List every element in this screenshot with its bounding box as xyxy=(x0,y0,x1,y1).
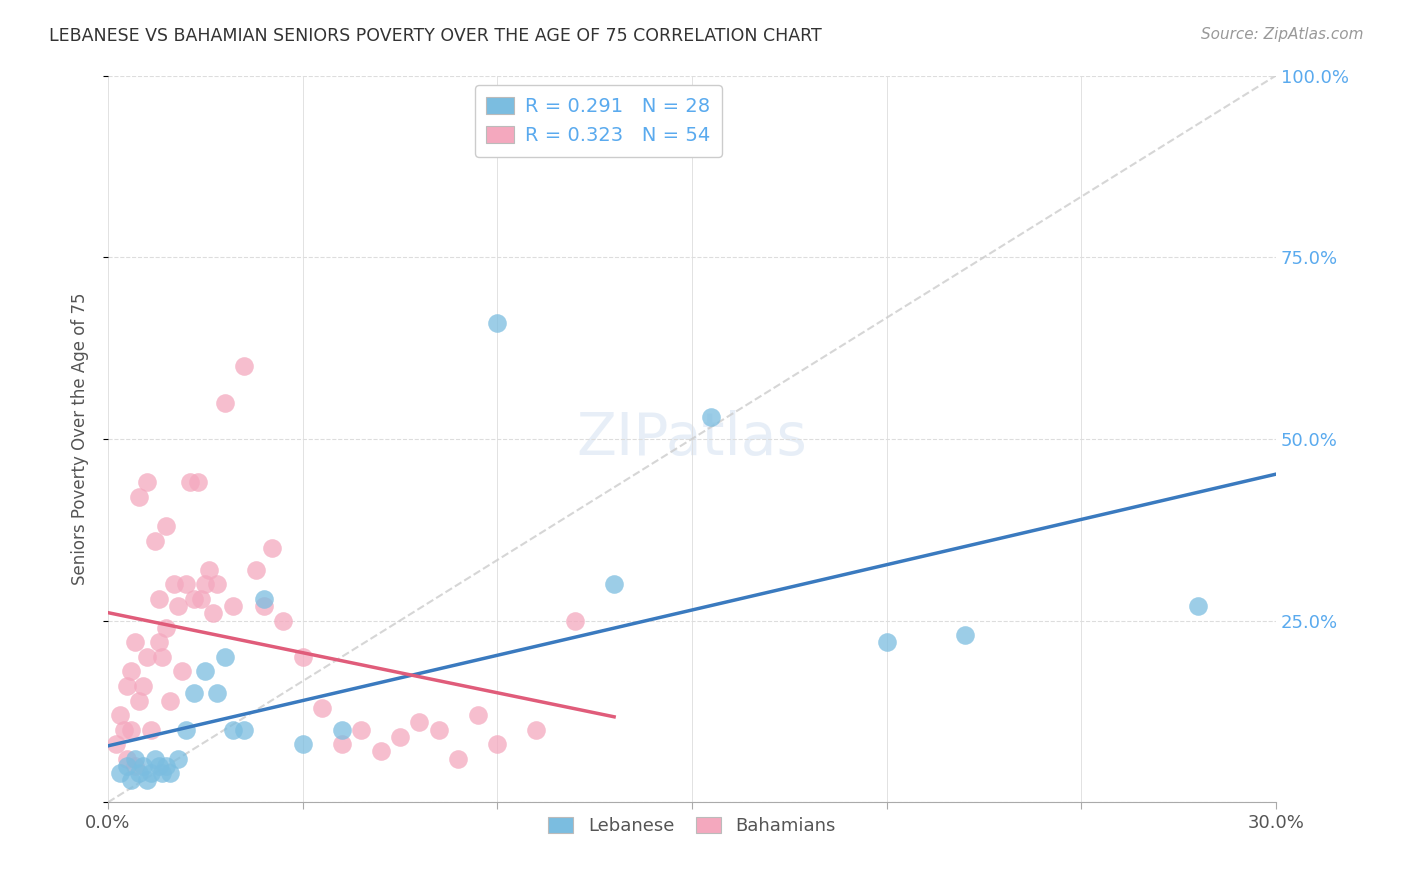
Point xyxy=(214,395,236,409)
Text: ZIPatlas: ZIPatlas xyxy=(576,410,807,467)
Point xyxy=(108,708,131,723)
Point xyxy=(152,649,174,664)
Legend: Lebanese, Bahamians: Lebanese, Bahamians xyxy=(538,808,845,844)
Point xyxy=(174,577,197,591)
Point xyxy=(120,665,142,679)
Point xyxy=(245,563,267,577)
Point xyxy=(155,519,177,533)
Point xyxy=(124,635,146,649)
Point xyxy=(447,752,470,766)
Point xyxy=(155,621,177,635)
Point xyxy=(117,759,139,773)
Point xyxy=(233,723,256,737)
Point xyxy=(135,649,157,664)
Point xyxy=(221,599,243,613)
Point xyxy=(148,635,170,649)
Point xyxy=(128,490,150,504)
Point xyxy=(408,715,430,730)
Point xyxy=(155,759,177,773)
Point xyxy=(190,591,212,606)
Point xyxy=(524,723,547,737)
Point xyxy=(876,635,898,649)
Point xyxy=(143,533,166,548)
Text: Source: ZipAtlas.com: Source: ZipAtlas.com xyxy=(1201,27,1364,42)
Point xyxy=(953,628,976,642)
Point xyxy=(143,752,166,766)
Point xyxy=(291,649,314,664)
Point xyxy=(205,577,228,591)
Point xyxy=(135,475,157,490)
Point xyxy=(183,591,205,606)
Point xyxy=(117,679,139,693)
Point xyxy=(120,723,142,737)
Point xyxy=(330,723,353,737)
Point xyxy=(128,766,150,780)
Point xyxy=(253,591,276,606)
Point xyxy=(214,649,236,664)
Point xyxy=(198,563,221,577)
Point xyxy=(603,577,626,591)
Point xyxy=(233,359,256,374)
Point xyxy=(163,577,186,591)
Point xyxy=(112,723,135,737)
Point xyxy=(170,665,193,679)
Point xyxy=(108,766,131,780)
Point xyxy=(486,737,509,751)
Point xyxy=(135,773,157,788)
Point xyxy=(486,316,509,330)
Point xyxy=(159,766,181,780)
Point xyxy=(370,744,392,758)
Point xyxy=(311,700,333,714)
Text: LEBANESE VS BAHAMIAN SENIORS POVERTY OVER THE AGE OF 75 CORRELATION CHART: LEBANESE VS BAHAMIAN SENIORS POVERTY OVE… xyxy=(49,27,823,45)
Point xyxy=(1187,599,1209,613)
Point xyxy=(194,665,217,679)
Point xyxy=(388,730,411,744)
Point xyxy=(564,614,586,628)
Point xyxy=(205,686,228,700)
Point xyxy=(132,759,155,773)
Point xyxy=(186,475,208,490)
Y-axis label: Seniors Poverty Over the Age of 75: Seniors Poverty Over the Age of 75 xyxy=(72,293,89,585)
Point xyxy=(117,752,139,766)
Point xyxy=(167,752,190,766)
Point xyxy=(260,541,283,555)
Point xyxy=(350,723,373,737)
Point xyxy=(139,723,162,737)
Point xyxy=(253,599,276,613)
Point xyxy=(183,686,205,700)
Point xyxy=(139,766,162,780)
Point xyxy=(291,737,314,751)
Point xyxy=(330,737,353,751)
Point xyxy=(104,737,127,751)
Point xyxy=(427,723,450,737)
Point xyxy=(132,679,155,693)
Point xyxy=(124,752,146,766)
Point xyxy=(148,591,170,606)
Point xyxy=(167,599,190,613)
Point xyxy=(120,773,142,788)
Point xyxy=(194,577,217,591)
Point xyxy=(221,723,243,737)
Point xyxy=(179,475,201,490)
Point xyxy=(128,693,150,707)
Point xyxy=(467,708,489,723)
Point xyxy=(152,766,174,780)
Point xyxy=(202,607,225,621)
Point xyxy=(159,693,181,707)
Point xyxy=(700,410,723,425)
Point xyxy=(124,759,146,773)
Point xyxy=(148,759,170,773)
Point xyxy=(271,614,294,628)
Point xyxy=(174,723,197,737)
